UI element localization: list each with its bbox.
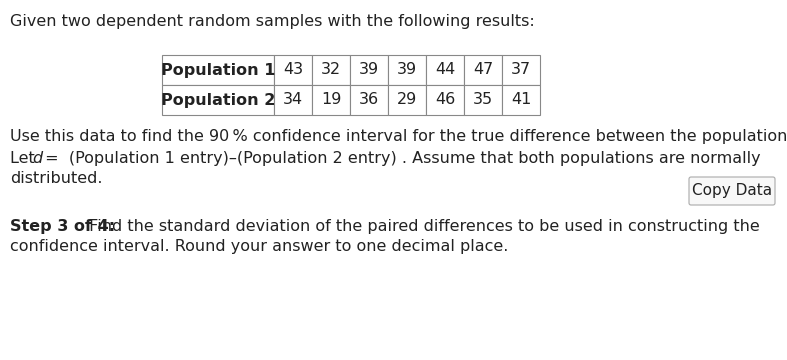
Text: 39: 39: [359, 63, 379, 77]
Text: Given two dependent random samples with the following results:: Given two dependent random samples with …: [10, 14, 534, 29]
Bar: [312, 85, 350, 115]
Text: Copy Data: Copy Data: [692, 184, 772, 198]
Text: 32: 32: [321, 63, 341, 77]
Text: 47: 47: [473, 63, 493, 77]
Bar: [312, 55, 350, 85]
Text: Population 2: Population 2: [161, 93, 275, 108]
Text: Find the standard deviation of the paired differences to be used in constructing: Find the standard deviation of the paire…: [84, 219, 759, 234]
Text: 46: 46: [435, 93, 455, 108]
Bar: [426, 85, 464, 115]
Text: 19: 19: [321, 93, 342, 108]
Text: 41: 41: [511, 93, 531, 108]
Text: d: d: [32, 151, 42, 166]
Text: confidence interval. Round your answer to one decimal place.: confidence interval. Round your answer t…: [10, 239, 508, 254]
Text: =  (Population 1 entry)–(Population 2 entry) . Assume that both populations are : = (Population 1 entry)–(Population 2 ent…: [40, 151, 760, 166]
Text: 37: 37: [511, 63, 531, 77]
Bar: [388, 55, 426, 85]
Text: 35: 35: [473, 93, 493, 108]
Bar: [502, 55, 540, 85]
Text: Population 1: Population 1: [161, 63, 275, 77]
FancyBboxPatch shape: [689, 177, 775, 205]
Text: distributed.: distributed.: [10, 171, 102, 186]
Bar: [350, 55, 388, 85]
Bar: [274, 85, 312, 115]
Text: 44: 44: [435, 63, 455, 77]
Text: 43: 43: [283, 63, 303, 77]
Text: Step 3 of 4:: Step 3 of 4:: [10, 219, 115, 234]
Text: 34: 34: [283, 93, 303, 108]
Text: Let: Let: [10, 151, 40, 166]
Bar: [162, 85, 274, 115]
Bar: [274, 55, 312, 85]
Text: Use this data to find the 90 % confidence interval for the true difference betwe: Use this data to find the 90 % confidenc…: [10, 129, 787, 144]
Text: 39: 39: [397, 63, 417, 77]
Text: 29: 29: [397, 93, 417, 108]
Bar: [464, 85, 502, 115]
Bar: [350, 85, 388, 115]
Bar: [464, 55, 502, 85]
Bar: [426, 55, 464, 85]
Text: 36: 36: [359, 93, 379, 108]
Bar: [162, 55, 274, 85]
Bar: [388, 85, 426, 115]
Bar: [502, 85, 540, 115]
